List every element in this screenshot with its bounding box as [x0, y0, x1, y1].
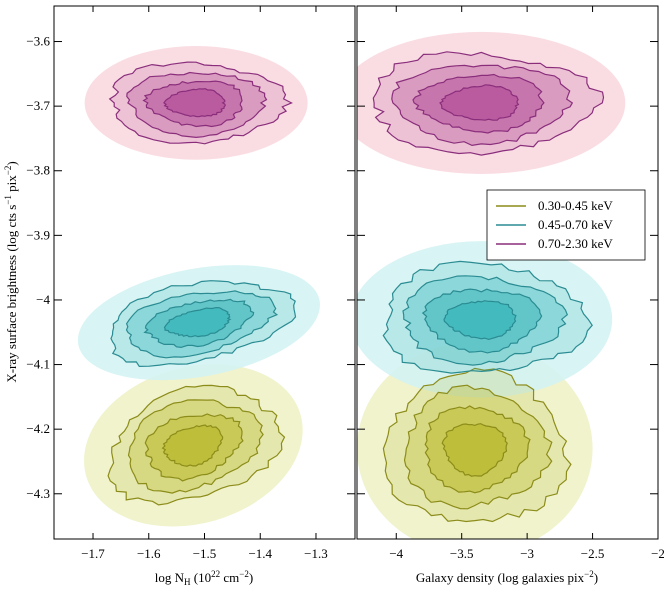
- right-x-axis-label: Galaxy density (log galaxies pix−2): [416, 569, 598, 585]
- y-tick-label: −3.7: [26, 98, 50, 113]
- left-contour-0.45-0.70-kev-level-4: [163, 306, 232, 338]
- right-contour-layer: [372, 51, 605, 523]
- legend: 0.30-0.45 keV 0.45-0.70 keV 0.70-2.30 ke…: [486, 189, 646, 261]
- right-contour-0.45-0.70-kev-level-4: [443, 300, 517, 341]
- legend-label-0.45-0.70-kev: 0.45-0.70 keV: [538, 217, 613, 232]
- y-tick-label: −4.3: [26, 486, 50, 501]
- y-tick-label: −4.1: [26, 357, 50, 372]
- right-x-tick-label: −3: [520, 546, 534, 561]
- left-panel: −1.7 −1.6 −1.5 −1.4 −1.3 −3.6−3.7−3.8−3.9−4−…: [26, 5, 356, 561]
- y-tick-label: −3.9: [26, 227, 50, 242]
- right-contour-0.30-0.45-kev-level-4: [441, 423, 508, 477]
- left-x-tick-label: −1.6: [137, 546, 161, 561]
- left-x-axis: −1.7 −1.6 −1.5 −1.4 −1.3: [81, 6, 328, 561]
- left-y-axis: −3.6 −3.7 −3.8 −3.9 −4 −4.1 −4.2 −4.3: [26, 34, 355, 501]
- legend-label-0.70-2.30-kev: 0.70-2.30 keV: [538, 236, 613, 251]
- right-panel-frame: [356, 5, 659, 540]
- left-x-tick-label: −1.7: [81, 546, 105, 561]
- left-x-tick-label: −1.5: [193, 546, 217, 561]
- left-contour-0.70-2.30-kev-level-4: [163, 88, 226, 118]
- y-axis-label: X-ray surface brightness (log cts s−1 pi…: [3, 161, 19, 382]
- y-tick-label: −3.8: [26, 163, 50, 178]
- right-y-axis: [357, 41, 658, 495]
- left-x-axis-label: log NH (1022 cm−2): [155, 569, 253, 587]
- right-contour-0.70-2.30-kev-level-4: [439, 84, 520, 121]
- right-panel: −4 −3.5 −3 −2.5 −2: [356, 5, 664, 561]
- left-x-tick-label: −1.4: [248, 546, 272, 561]
- y-tick-label: −4: [36, 292, 50, 307]
- left-contour-layer: [107, 61, 297, 506]
- right-x-tick-label: −3.5: [450, 546, 474, 561]
- right-x-tick-label: −2: [651, 546, 664, 561]
- left-x-tick-label: −1.3: [304, 546, 328, 561]
- legend-label-0.30-0.45-kev: 0.30-0.45 keV: [538, 198, 613, 213]
- y-tick-label: −4.2: [26, 421, 50, 436]
- right-x-axis: −4 −3.5 −3 −2.5 −2: [389, 6, 664, 561]
- right-x-tick-label: −4: [389, 546, 403, 561]
- y-tick-label: −3.6: [26, 34, 50, 49]
- right-x-tick-label: −2.5: [581, 546, 605, 561]
- left-contour-0.30-0.45-kev-level-4: [161, 424, 224, 467]
